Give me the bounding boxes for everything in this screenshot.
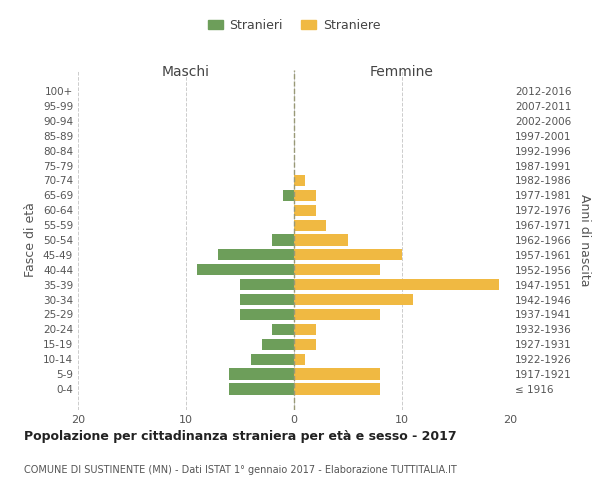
Bar <box>294 190 316 201</box>
Bar <box>294 384 380 394</box>
Bar <box>272 234 294 246</box>
Bar <box>240 309 294 320</box>
Bar <box>294 204 316 216</box>
Bar <box>294 234 348 246</box>
Text: Femmine: Femmine <box>370 65 434 79</box>
Bar <box>262 338 294 350</box>
Bar <box>294 279 499 290</box>
Text: COMUNE DI SUSTINENTE (MN) - Dati ISTAT 1° gennaio 2017 - Elaborazione TUTTITALIA: COMUNE DI SUSTINENTE (MN) - Dati ISTAT 1… <box>24 465 457 475</box>
Legend: Stranieri, Straniere: Stranieri, Straniere <box>203 14 385 37</box>
Bar <box>240 279 294 290</box>
Bar <box>218 250 294 260</box>
Text: Popolazione per cittadinanza straniera per età e sesso - 2017: Popolazione per cittadinanza straniera p… <box>24 430 457 443</box>
Bar <box>229 368 294 380</box>
Bar <box>294 324 316 335</box>
Bar <box>251 354 294 365</box>
Y-axis label: Anni di nascita: Anni di nascita <box>578 194 591 286</box>
Bar <box>229 384 294 394</box>
Bar <box>294 309 380 320</box>
Bar <box>294 354 305 365</box>
Bar <box>294 264 380 276</box>
Y-axis label: Fasce di età: Fasce di età <box>25 202 37 278</box>
Bar <box>197 264 294 276</box>
Bar <box>240 294 294 305</box>
Text: Maschi: Maschi <box>162 65 210 79</box>
Bar <box>272 324 294 335</box>
Bar <box>294 338 316 350</box>
Bar <box>294 368 380 380</box>
Bar <box>294 220 326 230</box>
Bar <box>283 190 294 201</box>
Bar <box>294 250 402 260</box>
Bar <box>294 294 413 305</box>
Bar <box>294 175 305 186</box>
